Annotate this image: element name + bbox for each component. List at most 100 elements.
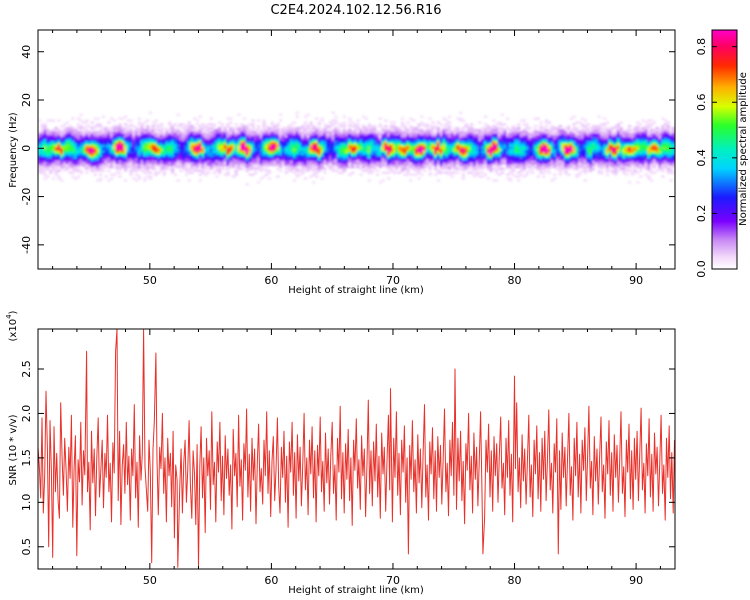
- spectrogram-cell: [85, 171, 89, 175]
- spectrogram-cell: [486, 130, 491, 134]
- spectrogram-cell: [531, 148, 535, 151]
- spectrogram-cell: [605, 129, 610, 132]
- spectrogram-cell: [619, 127, 623, 130]
- spectrogram-cell: [572, 136, 576, 140]
- spectrogram-cell: [96, 161, 100, 165]
- spectrogram-cell: [198, 148, 202, 151]
- spectrogram-cell: [240, 140, 244, 144]
- spectrogram-cell: [533, 152, 538, 155]
- spectrogram-cell: [364, 142, 369, 146]
- spectrogram-cell: [76, 140, 81, 144]
- spectrogram-cell: [245, 136, 250, 140]
- spectrogram-cell: [445, 148, 449, 151]
- spectrogram-cell: [49, 163, 53, 167]
- spectrogram-cell: [497, 156, 502, 159]
- spectrogram-cell: [303, 177, 308, 180]
- spectrogram-cell: [536, 150, 540, 153]
- spectrogram-cell: [348, 165, 352, 169]
- spectrogram-cell: [384, 146, 388, 149]
- spectrogram-cell: [478, 152, 482, 155]
- spectrogram-cell: [536, 136, 540, 140]
- spectrogram-cell: [453, 165, 457, 169]
- spectrogram-cell: [123, 154, 128, 157]
- spectrogram-cell: [478, 121, 482, 124]
- spectrogram-cell: [140, 136, 144, 140]
- spectrogram-cell: [315, 127, 319, 130]
- spectrogram-cell: [392, 140, 396, 144]
- spectrogram-cell: [215, 159, 219, 163]
- spectrogram-cell: [547, 138, 551, 142]
- spectrogram-cell: [234, 156, 238, 159]
- spectrogram-cell: [378, 146, 383, 149]
- spectrogram-cell: [578, 163, 582, 167]
- spectrogram-cell: [137, 123, 142, 126]
- spectrogram-cell: [580, 161, 585, 165]
- spectrogram-cell: [605, 152, 610, 155]
- spectrogram-cell: [564, 146, 568, 149]
- spectrogram-cell: [259, 134, 263, 138]
- spectrogram-cell: [345, 138, 349, 142]
- spectrogram-cell: [406, 144, 410, 147]
- spectrogram-cell: [483, 130, 488, 134]
- spectrogram-cell: [586, 129, 590, 132]
- spectrogram-cell: [187, 154, 191, 157]
- spectrogram-cell: [553, 165, 557, 169]
- spectrogram-cell: [400, 138, 405, 142]
- spectrogram-cell: [146, 167, 150, 171]
- spectrogram-cell: [284, 159, 288, 163]
- spectrogram-cell: [586, 169, 590, 173]
- spectrogram-cell: [539, 125, 543, 128]
- spectrogram-cell: [558, 140, 563, 144]
- spectrogram-cell: [425, 156, 430, 159]
- spectrogram-cell: [378, 154, 383, 157]
- spectrogram-cell: [337, 129, 341, 132]
- spectrogram-cell: [82, 157, 86, 161]
- spectrogram-cell: [248, 136, 252, 140]
- spectrogram-cell: [331, 119, 335, 122]
- spectrogram-cell: [110, 156, 114, 159]
- spectrogram-cell: [57, 142, 61, 146]
- spectrogram-cell: [384, 138, 388, 142]
- spectrogram-cell: [578, 152, 582, 155]
- spectrogram-cell: [475, 144, 479, 147]
- spectrogram-cell: [179, 132, 183, 136]
- spectrogram-cell: [46, 134, 50, 138]
- spectrogram-cell: [51, 140, 56, 144]
- spectrogram-cell: [423, 136, 427, 140]
- spectrogram-cell: [40, 150, 45, 153]
- spectrogram-cell: [558, 161, 563, 165]
- spectrogram-cell: [74, 150, 78, 153]
- spectrogram-cell: [292, 163, 297, 167]
- spectrogram-cell: [489, 165, 493, 169]
- spectrogram-cell: [60, 148, 64, 151]
- spectrogram-cell: [240, 157, 244, 161]
- spectrogram-cell: [503, 146, 507, 149]
- spectrogram-cell: [392, 159, 396, 163]
- spectrogram-cell: [356, 140, 360, 144]
- spectrogram-cell: [583, 130, 587, 134]
- spectrogram-cell: [129, 134, 133, 138]
- spectrogram-cell: [583, 146, 587, 149]
- spectrogram-cell: [54, 130, 58, 134]
- spectrogram-cell: [190, 165, 194, 169]
- spectrogram-cell: [312, 157, 316, 161]
- spectrogram-cell: [594, 134, 599, 138]
- spectrogram-cell: [342, 144, 347, 147]
- spectrogram-cell: [112, 152, 117, 155]
- spectrogram-cell: [173, 146, 178, 149]
- spectrogram-cell: [87, 136, 92, 140]
- spectrogram-cell: [495, 148, 499, 151]
- spectrogram-cell: [495, 150, 499, 153]
- spectrogram-cell: [43, 167, 47, 171]
- spectrogram-cell: [603, 117, 607, 120]
- spectrogram-cell: [121, 148, 125, 151]
- spectrogram-cell: [212, 142, 216, 146]
- spectrogram-cell: [240, 146, 244, 149]
- spectrogram-cell: [472, 144, 477, 147]
- spectrogram-cell: [539, 127, 543, 130]
- spectrogram-cell: [276, 134, 280, 138]
- spectrogram-cell: [436, 129, 441, 132]
- spectrogram-cell: [616, 140, 621, 144]
- spectrogram-cell: [569, 146, 574, 149]
- spectrogram-cell: [157, 138, 161, 142]
